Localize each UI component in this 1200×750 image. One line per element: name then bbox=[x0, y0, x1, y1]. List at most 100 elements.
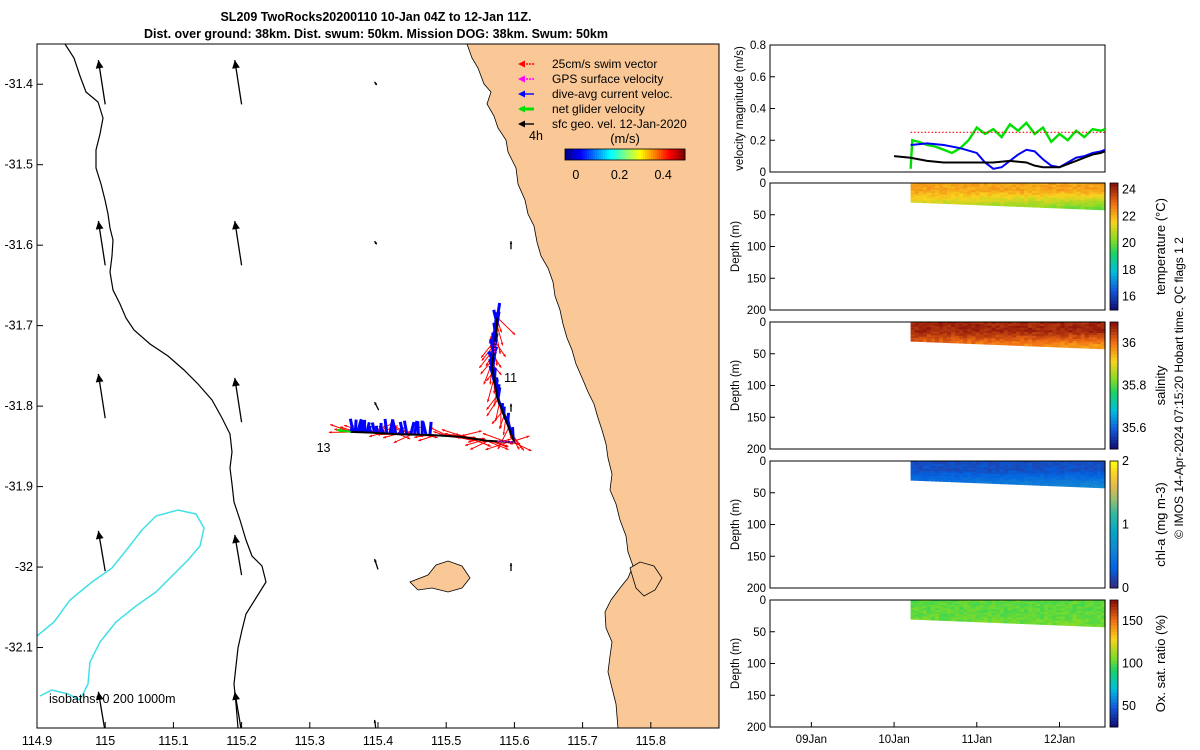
oxygen-cell bbox=[979, 612, 985, 616]
temperature-cell bbox=[922, 184, 928, 187]
colorbar-cell-11 bbox=[587, 149, 590, 160]
chla-cell bbox=[999, 479, 1005, 483]
oxygen-cell bbox=[1003, 615, 1009, 618]
oxygen-cell bbox=[1080, 612, 1086, 616]
salinity-cell bbox=[1072, 328, 1078, 332]
salinity-cell bbox=[967, 322, 972, 325]
oxygen-cell bbox=[999, 603, 1005, 607]
chla-cell bbox=[1032, 472, 1037, 476]
chla-cell bbox=[1011, 476, 1017, 479]
oxygen-cell bbox=[926, 601, 932, 604]
oxygen-cell bbox=[943, 605, 948, 608]
temperature-cell bbox=[926, 192, 932, 196]
chla-cell bbox=[910, 476, 916, 480]
chla-cell bbox=[1007, 468, 1013, 472]
temperature-cell bbox=[1032, 204, 1037, 208]
oxygen-cell bbox=[922, 617, 928, 621]
oxygen-colorbar-cell bbox=[1110, 666, 1118, 671]
salinity-cell bbox=[1015, 337, 1021, 341]
oxygen-cell bbox=[959, 601, 964, 605]
salinity-cell bbox=[1036, 328, 1041, 331]
chla-cell bbox=[979, 470, 985, 473]
temperature-cell bbox=[1019, 192, 1025, 196]
salinity-cell bbox=[1084, 337, 1090, 340]
temperature-cell bbox=[1052, 185, 1058, 188]
temperature-cell bbox=[1015, 192, 1021, 196]
oxygen-cell bbox=[1084, 613, 1090, 616]
oxygen-cell bbox=[951, 601, 956, 605]
chla-cell bbox=[943, 474, 948, 477]
salinity-cell bbox=[1040, 326, 1045, 329]
temperature-cell bbox=[983, 197, 989, 201]
temperature-cell bbox=[1096, 200, 1102, 204]
oxygen-cell bbox=[930, 608, 936, 611]
oxygen-cell bbox=[971, 607, 977, 610]
salinity-cell bbox=[1019, 323, 1025, 327]
chla-cell bbox=[947, 471, 952, 474]
temperature-colorbar-cell bbox=[1110, 230, 1118, 235]
colorbar-cell-58 bbox=[681, 149, 684, 160]
chla-cell bbox=[987, 477, 993, 481]
temperature-cell bbox=[955, 196, 960, 200]
chla-cell bbox=[995, 462, 1001, 466]
chla-cell bbox=[1100, 469, 1106, 473]
oxygen-cell bbox=[1092, 619, 1098, 623]
oxygen-cell bbox=[926, 600, 932, 603]
temperature-cell bbox=[979, 202, 985, 206]
temperature-cell bbox=[1096, 205, 1102, 208]
oxygen-cell bbox=[943, 615, 948, 618]
salinity-cell bbox=[910, 339, 916, 342]
chla-cell bbox=[1052, 477, 1058, 481]
salinity-cell bbox=[951, 325, 956, 328]
oxygen-cell bbox=[1084, 606, 1090, 610]
salinity-cell bbox=[971, 338, 977, 341]
salinity-colorbar-cell bbox=[1110, 375, 1118, 380]
chla-cell bbox=[918, 462, 924, 465]
salinity-cell bbox=[1015, 333, 1021, 337]
oxygen-cell bbox=[1003, 609, 1009, 612]
oxygen-cell bbox=[1003, 618, 1009, 622]
salinity-cell bbox=[991, 338, 997, 342]
temperature-cell bbox=[1072, 197, 1078, 201]
chla-cell bbox=[971, 469, 977, 473]
oxygen-colorbar-cell bbox=[1110, 657, 1118, 661]
oxygen-cell bbox=[1060, 620, 1066, 624]
temperature-cell bbox=[934, 183, 940, 186]
chla-cell bbox=[1052, 467, 1058, 470]
oxygen-cell bbox=[999, 601, 1005, 605]
oxygen-cell bbox=[1076, 617, 1082, 620]
salinity-cell bbox=[930, 326, 936, 330]
temperature-cell bbox=[1044, 205, 1049, 209]
chla-cell bbox=[947, 461, 952, 464]
legend-arrowhead-4 bbox=[518, 120, 525, 128]
salinity-cell bbox=[918, 338, 924, 341]
time-tick-label-1: 10Jan bbox=[878, 734, 909, 746]
temperature-cell bbox=[971, 197, 977, 200]
temperature-colorbar-cell bbox=[1110, 186, 1118, 190]
salinity-cell bbox=[1080, 341, 1086, 345]
oxygen-cell bbox=[991, 611, 997, 614]
temperature-colorbar-cell bbox=[1110, 208, 1118, 213]
swim-vector-55 bbox=[485, 440, 509, 451]
oxygen-cell bbox=[1003, 613, 1009, 616]
oxygen-cell bbox=[999, 611, 1005, 614]
oxygen-cell bbox=[1100, 617, 1106, 621]
oxygen-cell bbox=[975, 610, 981, 614]
oxygen-cell bbox=[983, 603, 989, 607]
chla-cell bbox=[930, 470, 936, 474]
gps-vector-0 bbox=[493, 341, 497, 354]
oxygen-cell bbox=[959, 603, 964, 606]
chla-cell bbox=[1052, 465, 1058, 468]
colorbar-cell-49 bbox=[663, 149, 666, 160]
oxygen-cell bbox=[959, 606, 964, 610]
oxygen-cell bbox=[1100, 624, 1106, 628]
chla-cell bbox=[1044, 465, 1049, 468]
temperature-cell bbox=[1068, 204, 1074, 207]
oxygen-cell bbox=[1015, 611, 1021, 615]
oxygen-cell bbox=[947, 618, 952, 622]
salinity-cell bbox=[1080, 343, 1086, 347]
chla-cell bbox=[995, 474, 1001, 477]
oxygen-cell bbox=[926, 614, 932, 618]
temperature-cell bbox=[999, 190, 1005, 194]
salinity-cell bbox=[1011, 341, 1017, 344]
